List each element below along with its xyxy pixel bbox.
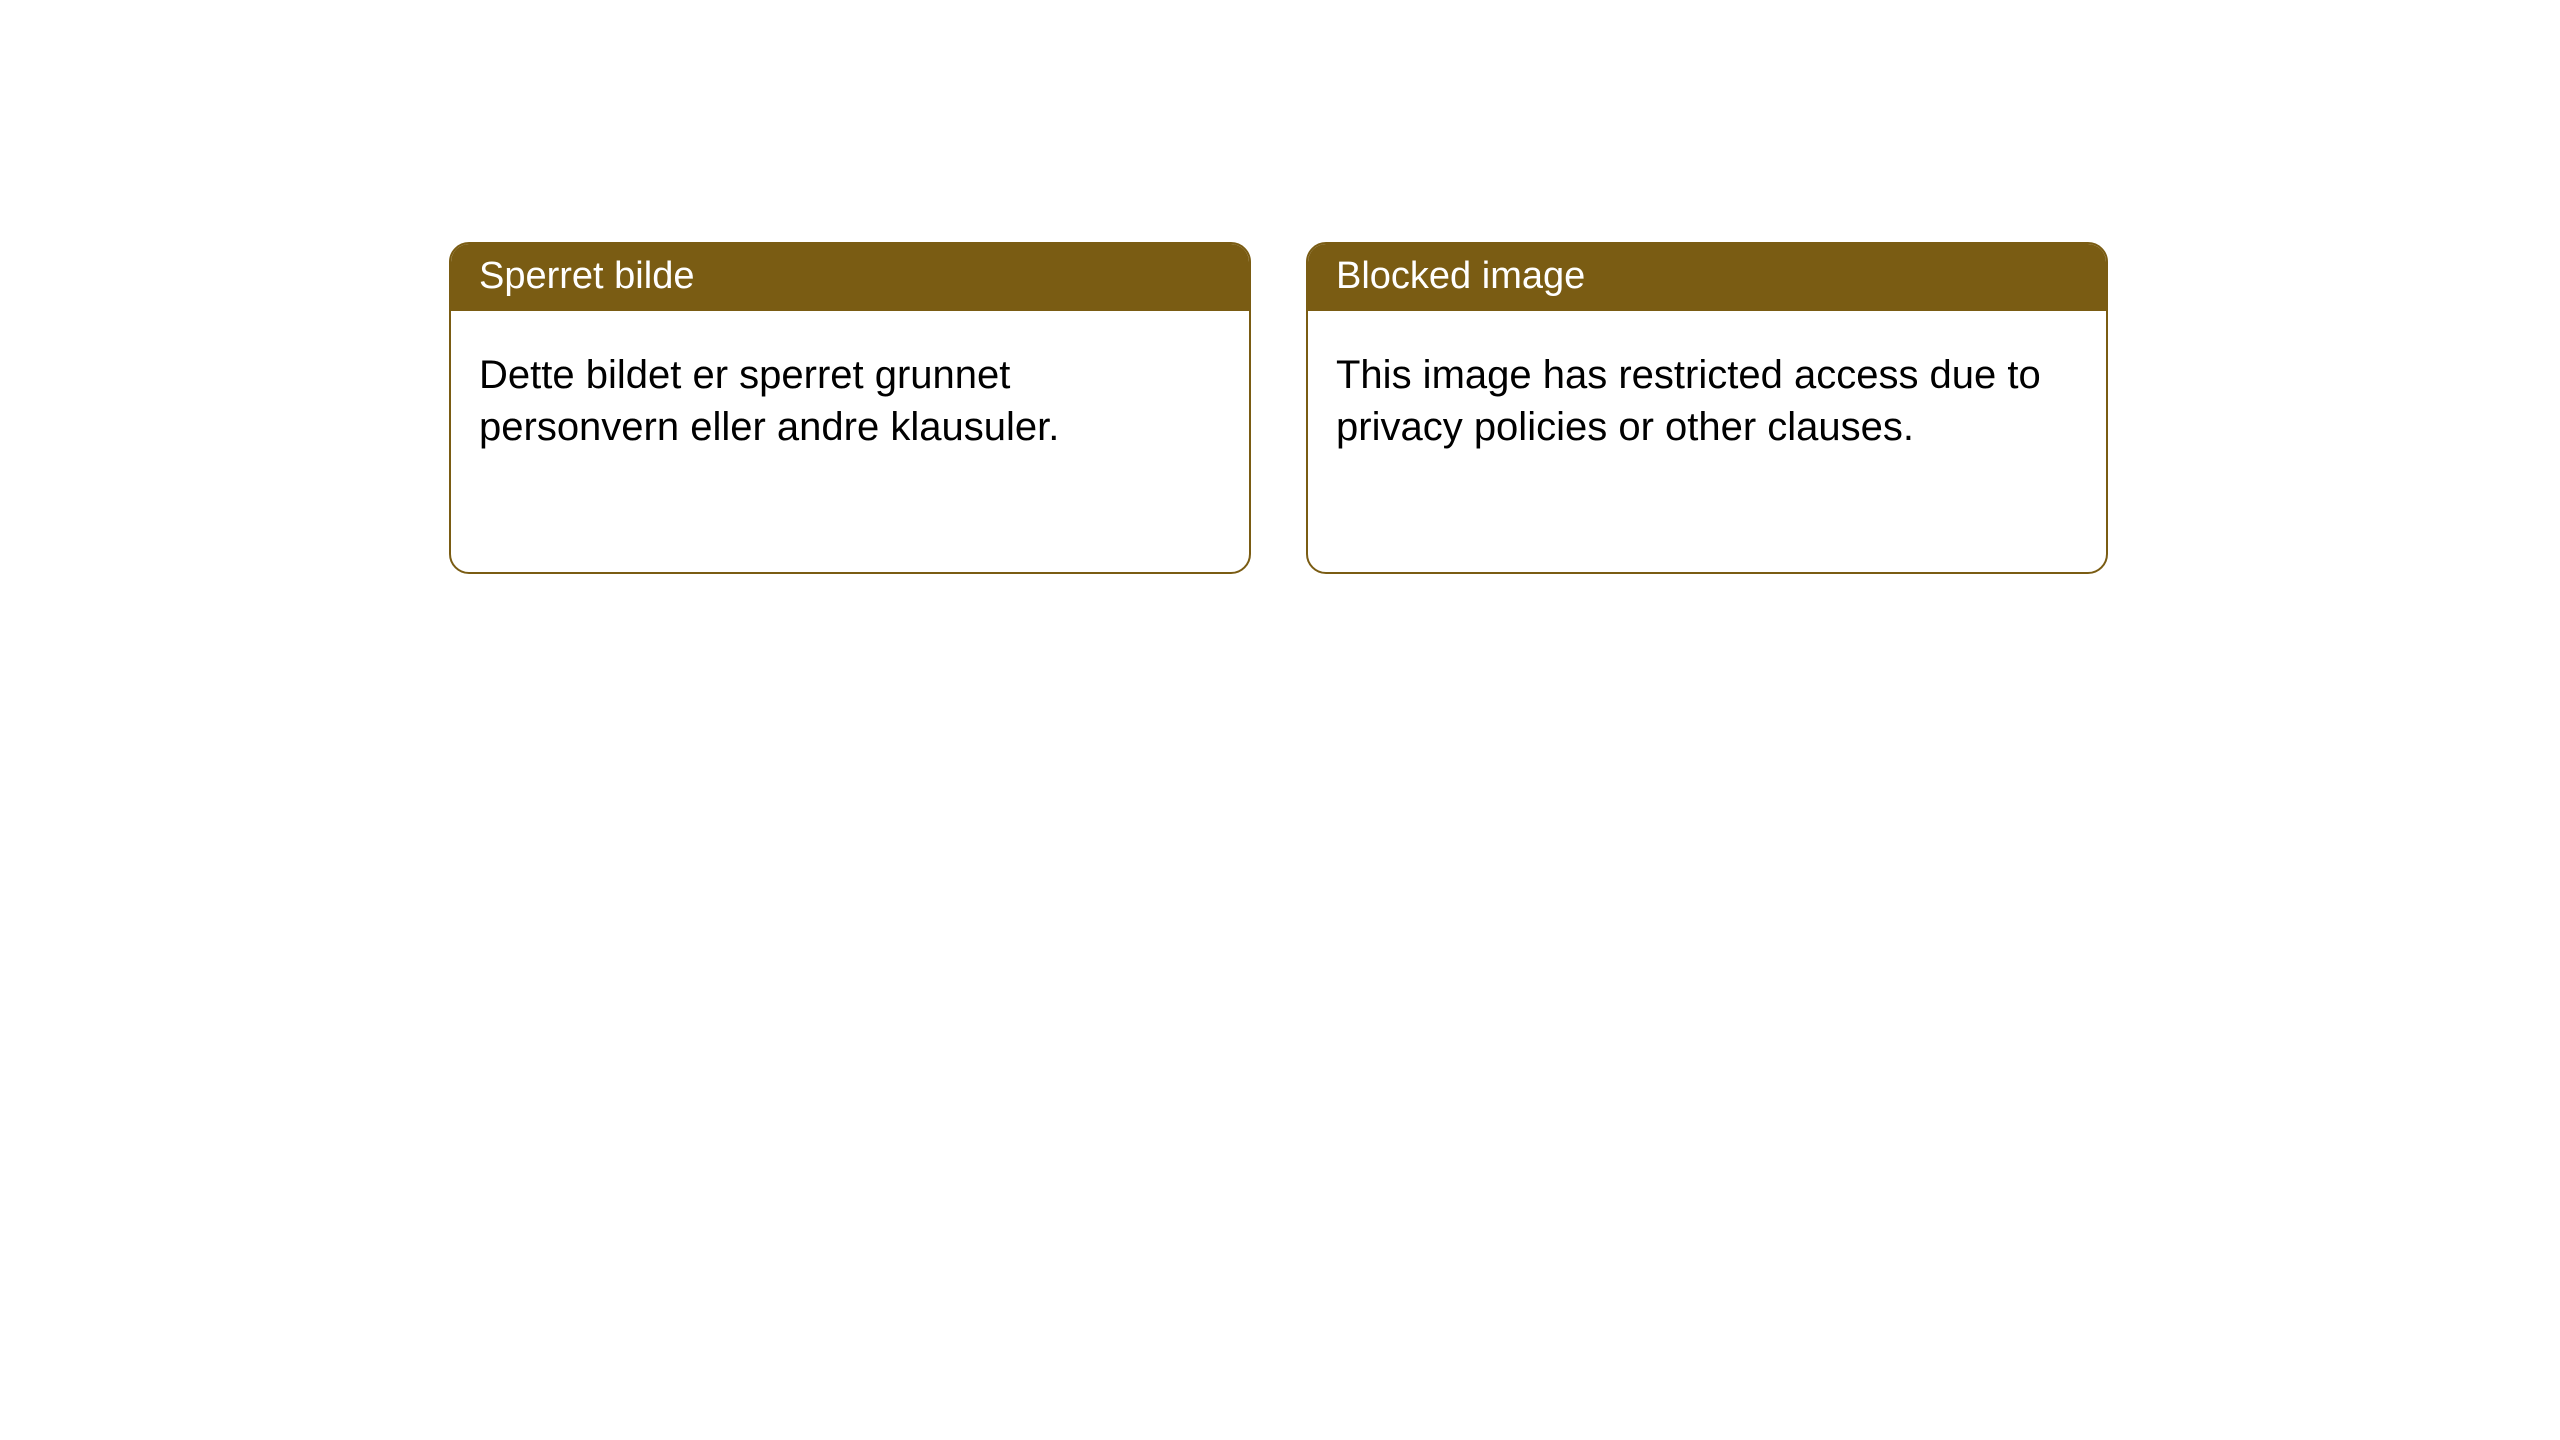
notice-box-english: Blocked image This image has restricted … [1306, 242, 2108, 574]
notice-title-english: Blocked image [1308, 244, 2106, 311]
notice-container: Sperret bilde Dette bildet er sperret gr… [0, 0, 2560, 574]
notice-body-norwegian: Dette bildet er sperret grunnet personve… [451, 311, 1249, 491]
notice-title-norwegian: Sperret bilde [451, 244, 1249, 311]
notice-body-english: This image has restricted access due to … [1308, 311, 2106, 491]
notice-box-norwegian: Sperret bilde Dette bildet er sperret gr… [449, 242, 1251, 574]
